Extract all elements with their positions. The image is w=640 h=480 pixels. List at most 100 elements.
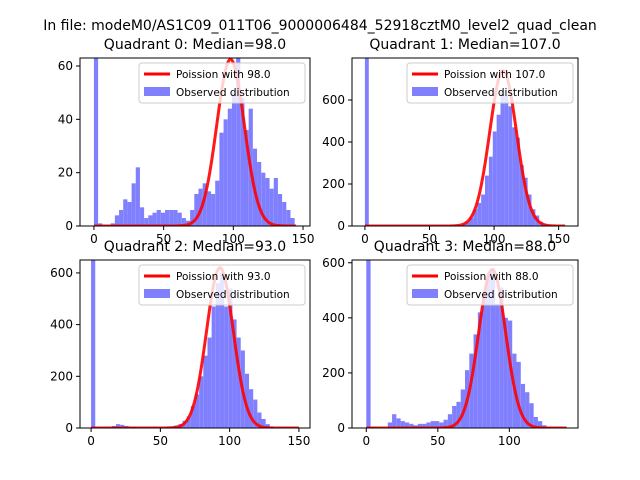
histogram-bar (173, 210, 178, 226)
histogram-bar (387, 422, 393, 428)
histogram-bar (426, 422, 431, 428)
y-tick-label: 600 (322, 93, 345, 107)
histogram-bar (482, 295, 487, 428)
panel-quadrant-0: 0 50 100 150 0 20 40 60 Quadrant 0: Median=98.0 P… (58, 37, 315, 246)
histogram-bar (169, 210, 174, 226)
histogram-bar (236, 337, 241, 428)
plot-area (93, 58, 297, 226)
histogram-bar (265, 178, 270, 226)
chart-title: Quadrant 0: Median=98.0 (104, 37, 286, 53)
legend-label-poisson: Poission with 98.0 (176, 69, 271, 81)
histogram-bar (481, 194, 486, 226)
histogram-bar (499, 287, 504, 428)
x-tick-label: 100 (483, 232, 506, 246)
legend-bar-swatch (144, 289, 170, 298)
legend-box (138, 264, 306, 306)
y-tick-label: 0 (65, 219, 73, 233)
histogram-bar (119, 210, 124, 226)
histogram-bar (473, 209, 478, 226)
histogram-bar (490, 268, 496, 428)
histogram-bar (227, 108, 232, 226)
histogram-bar (537, 421, 543, 428)
x-tick-label: 150 (287, 434, 310, 448)
histogram-bar (228, 288, 233, 428)
histogram-bar (219, 272, 225, 428)
histogram-bar (488, 156, 493, 226)
histogram-bar (236, 58, 241, 226)
histogram-bar (273, 178, 278, 226)
legend: Poission with 98.0 Observed distribution (138, 62, 306, 104)
legend-label-observed: Observed distribution (444, 289, 558, 301)
plot-area (364, 58, 566, 226)
histogram-bar (366, 260, 371, 428)
histogram-bar (139, 207, 145, 226)
histogram-bar (392, 414, 397, 428)
histogram-bar (202, 183, 207, 226)
histogram-bar (160, 212, 166, 226)
plot-area (91, 260, 299, 428)
axes-frame (79, 57, 311, 227)
histogram-bar (231, 92, 237, 226)
legend-box (406, 62, 574, 104)
chart-title: Quadrant 1: Median=107.0 (369, 37, 560, 53)
y-tick-label: 0 (65, 421, 73, 435)
histogram-bar (519, 165, 524, 226)
chart-title: Quadrant 3: Median=88.0 (374, 239, 556, 255)
histogram-bar (456, 401, 461, 428)
histogram-bar (240, 98, 245, 226)
chart-title: Quadrant 2: Median=93.0 (104, 239, 286, 255)
histogram-bar (364, 58, 369, 226)
histogram-bar (460, 389, 465, 428)
histogram-bar (144, 218, 149, 226)
figure-suptitle: In file: modeM0/AS1C09_011T06_9000006484… (43, 18, 597, 34)
legend-bar-swatch (412, 289, 438, 298)
histogram-bar (93, 58, 99, 226)
y-tick-label: 0 (337, 421, 345, 435)
axes-frame (351, 259, 579, 429)
histogram-bar (523, 177, 528, 226)
x-tick-label: 100 (222, 232, 245, 246)
histogram-bar (114, 215, 120, 226)
histogram-bar (529, 403, 534, 428)
plot-area (366, 260, 567, 428)
legend-box (138, 62, 306, 104)
histogram-bar (282, 202, 287, 226)
histogram-bar (120, 424, 125, 428)
histogram-bar (194, 194, 199, 226)
x-tick-label: 50 (153, 434, 168, 448)
histogram-bar (215, 180, 220, 226)
histogram-bar (148, 215, 153, 226)
histogram-bar (211, 306, 216, 428)
histogram-bar (496, 114, 501, 226)
x-tick-label: 100 (498, 434, 521, 448)
y-tick-label: 600 (50, 266, 73, 280)
histogram-bar (190, 406, 195, 428)
histogram-bar (135, 167, 140, 226)
histogram-bar (261, 172, 266, 226)
histogram-bar (473, 334, 478, 428)
legend-bar-swatch (412, 87, 438, 96)
histogram-bar (116, 424, 121, 428)
legend: Poission with 88.0 Observed distribution (406, 264, 574, 306)
histogram-bar (269, 188, 274, 226)
histogram-bar (223, 119, 228, 226)
panel-quadrant-2: 0 50 100 150 0 200 400 600 Quadrant 2: Median=93… (50, 239, 311, 448)
histogram-bar (206, 191, 212, 226)
legend-box (406, 264, 574, 306)
y-tick-label: 60 (58, 59, 73, 73)
x-tick-label: 0 (87, 434, 95, 448)
histogram-bar (396, 418, 401, 428)
histogram-bar (495, 304, 500, 428)
y-tick-label: 200 (50, 369, 73, 383)
y-tick-label: 400 (50, 318, 73, 332)
histogram-bar (211, 194, 216, 226)
legend-label-observed: Observed distribution (176, 87, 290, 99)
y-tick-label: 20 (58, 166, 73, 180)
histogram-bar (257, 412, 262, 428)
histogram-bar (485, 175, 489, 226)
histogram-bar (203, 355, 208, 428)
x-tick-label: 50 (156, 232, 171, 246)
x-tick-label: 0 (362, 434, 370, 448)
y-tick-label: 200 (322, 366, 345, 380)
histogram-bar (512, 127, 517, 226)
